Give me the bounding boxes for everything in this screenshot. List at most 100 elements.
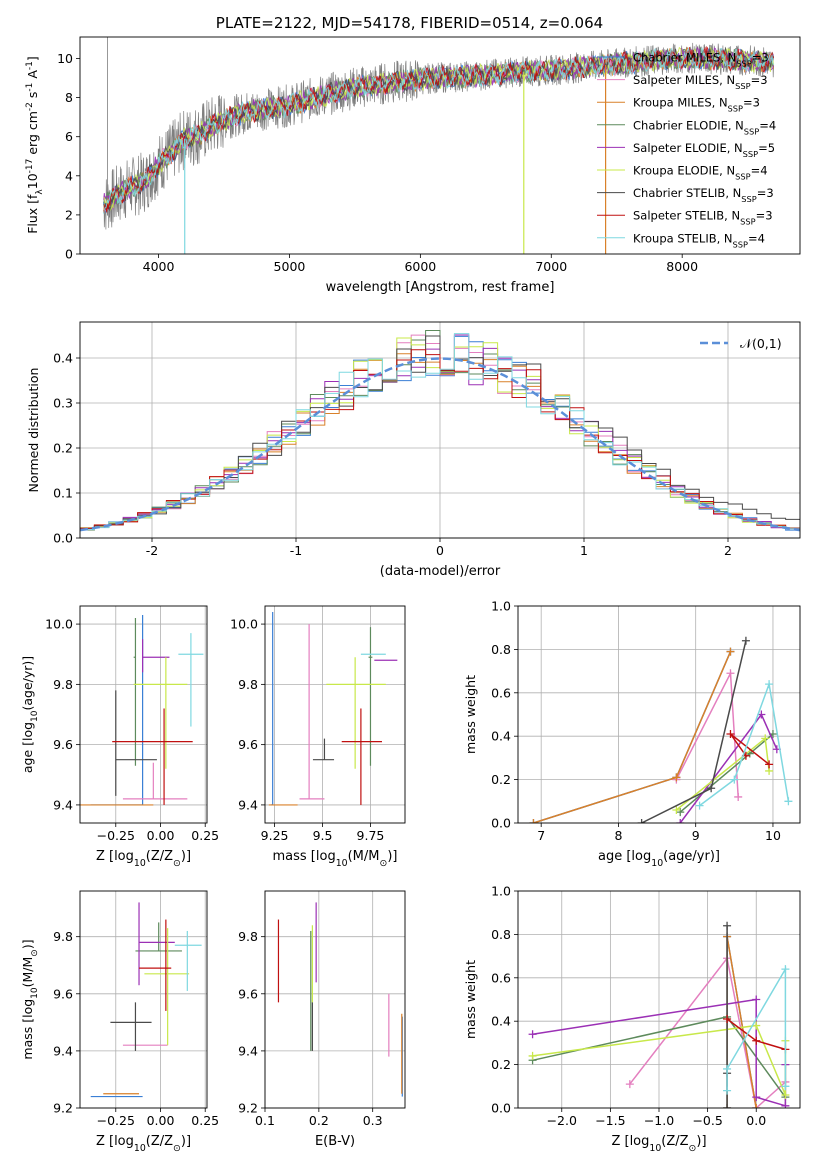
age-vs-Z-axes (76, 605, 208, 827)
histogram-8 (80, 333, 800, 530)
mass-vs-Z-axes (76, 890, 208, 1112)
plot-area (529, 636, 793, 823)
y-tick-label: 0.2 (491, 1057, 511, 1072)
weight-marker (707, 784, 716, 793)
x-tick-label: −1.5 (595, 1113, 625, 1128)
x-axis-label: Z [log10(Z/Z⊙)] (96, 849, 191, 869)
weight-marker (752, 1104, 761, 1108)
weight-marker (726, 669, 735, 678)
x-axis-label: Z [log10(Z/Z⊙)] (96, 1134, 191, 1154)
x-axis-label: mass [log10(M/M⊙)] (273, 849, 398, 869)
weight-marker (528, 1030, 537, 1039)
x-axis-label: E(B-V) (315, 1134, 355, 1149)
weight-marker (730, 775, 739, 784)
x-tick-label: 7000 (535, 259, 567, 274)
legend-label: Chabrier STELIB, NSSP=3 (633, 186, 774, 204)
x-tick-label: 0.25 (191, 828, 219, 843)
x-tick-label: 9.25 (261, 828, 289, 843)
y-tick-label: 9.6 (53, 737, 73, 752)
weight-vs-age-axes (514, 605, 801, 827)
weight-marker (672, 805, 681, 814)
x-axis-label: wavelength [Angstrom, rest frame] (326, 280, 555, 295)
x-tick-label: 4000 (143, 259, 175, 274)
y-tick-label: 9.4 (53, 1043, 73, 1058)
legend-label: Kroupa STELIB, NSSP=4 (633, 231, 765, 249)
x-tick-label: −2.0 (547, 1113, 577, 1128)
y-tick-label: 0.3 (53, 396, 73, 411)
model-spectrum-7 (103, 45, 775, 213)
weight-line-0 (533, 651, 732, 823)
y-tick-label: 0.6 (491, 970, 511, 985)
legend-label: Kroupa MILES, NSSP=3 (633, 96, 760, 114)
legend-label: Salpeter MILES, NSSP=3 (633, 73, 768, 91)
x-tick-label: −1.0 (644, 1113, 674, 1128)
legend-label: 𝒩(0,1) (740, 336, 782, 351)
y-tick-label: 9.6 (238, 737, 258, 752)
x-tick-label: 9.5 (313, 828, 333, 843)
y-tick-label: 0.2 (491, 772, 511, 787)
plot-area (277, 902, 403, 1097)
weight-marker (695, 801, 704, 810)
x-tick-label: 0.3 (363, 1113, 383, 1128)
x-tick-label: 2 (724, 543, 732, 558)
y-tick-label: 1.0 (491, 599, 511, 614)
plot-area (80, 330, 800, 532)
weight-line-1 (629, 956, 786, 1108)
x-tick-label: 0 (436, 543, 444, 558)
weight-marker (637, 819, 646, 823)
weight-marker (723, 921, 732, 930)
y-tick-label: 9.4 (238, 1043, 258, 1058)
weight-marker (781, 1101, 790, 1108)
y-tick-label: 10.0 (45, 617, 73, 632)
axes-frame (517, 605, 801, 824)
y-tick-label: 9.8 (238, 677, 258, 692)
weight-line-8 (726, 966, 787, 1091)
legend-label: Salpeter ELODIE, NSSP=5 (633, 141, 775, 159)
chart-title: PLATE=2122, MJD=54178, FIBERID=0514, z=0… (216, 14, 603, 32)
y-tick-label: 9.6 (53, 986, 73, 1001)
y-tick-label: 0.2 (53, 441, 73, 456)
x-tick-label: −0.5 (692, 1113, 722, 1128)
weight-marker (676, 819, 685, 823)
plot-area (90, 902, 202, 1098)
x-tick-label: −0.25 (97, 828, 135, 843)
weight-marker (726, 647, 735, 656)
y-tick-label: 0.8 (491, 642, 511, 657)
mass-vs-EBV-axes (261, 890, 406, 1112)
y-tick-label: 0 (65, 247, 73, 262)
y-tick-label: 0.0 (53, 531, 73, 546)
y-tick-label: 0.1 (53, 486, 73, 501)
y-tick-label: 0.4 (53, 351, 73, 366)
weight-vs-Z-axes (514, 890, 801, 1112)
weight-marker (752, 1021, 761, 1030)
axes-frame (79, 605, 208, 824)
axes-frame (79, 890, 208, 1109)
y-axis-label: Normed distribution (26, 368, 41, 493)
weight-marker (723, 1064, 732, 1073)
x-tick-label: -2 (146, 543, 158, 558)
weight-marker (752, 1036, 761, 1045)
y-tick-label: 1.0 (491, 884, 511, 899)
x-tick-label: 8000 (666, 259, 698, 274)
plot-area (80, 615, 204, 806)
x-tick-label: 0.2 (309, 1113, 329, 1128)
weight-marker (781, 965, 790, 974)
y-tick-label: 0.6 (491, 685, 511, 700)
x-tick-label: 8 (614, 828, 622, 843)
weight-marker (761, 734, 770, 743)
y-tick-label: 8 (65, 90, 73, 105)
weight-marker (752, 995, 761, 1004)
x-tick-label: -1 (290, 543, 302, 558)
plot-area (528, 921, 790, 1108)
y-tick-label: 9.4 (53, 797, 73, 812)
x-tick-label: −0.25 (97, 1113, 135, 1128)
gaussian-reference (80, 357, 800, 532)
weight-marker (765, 680, 774, 689)
y-tick-label: 6 (65, 129, 73, 144)
weight-marker (723, 1015, 732, 1024)
weight-marker (723, 1086, 732, 1095)
weight-line-2 (533, 651, 732, 823)
y-axis-label: mass weight (463, 675, 478, 754)
weight-marker (781, 1082, 790, 1091)
axes-frame (79, 36, 801, 255)
